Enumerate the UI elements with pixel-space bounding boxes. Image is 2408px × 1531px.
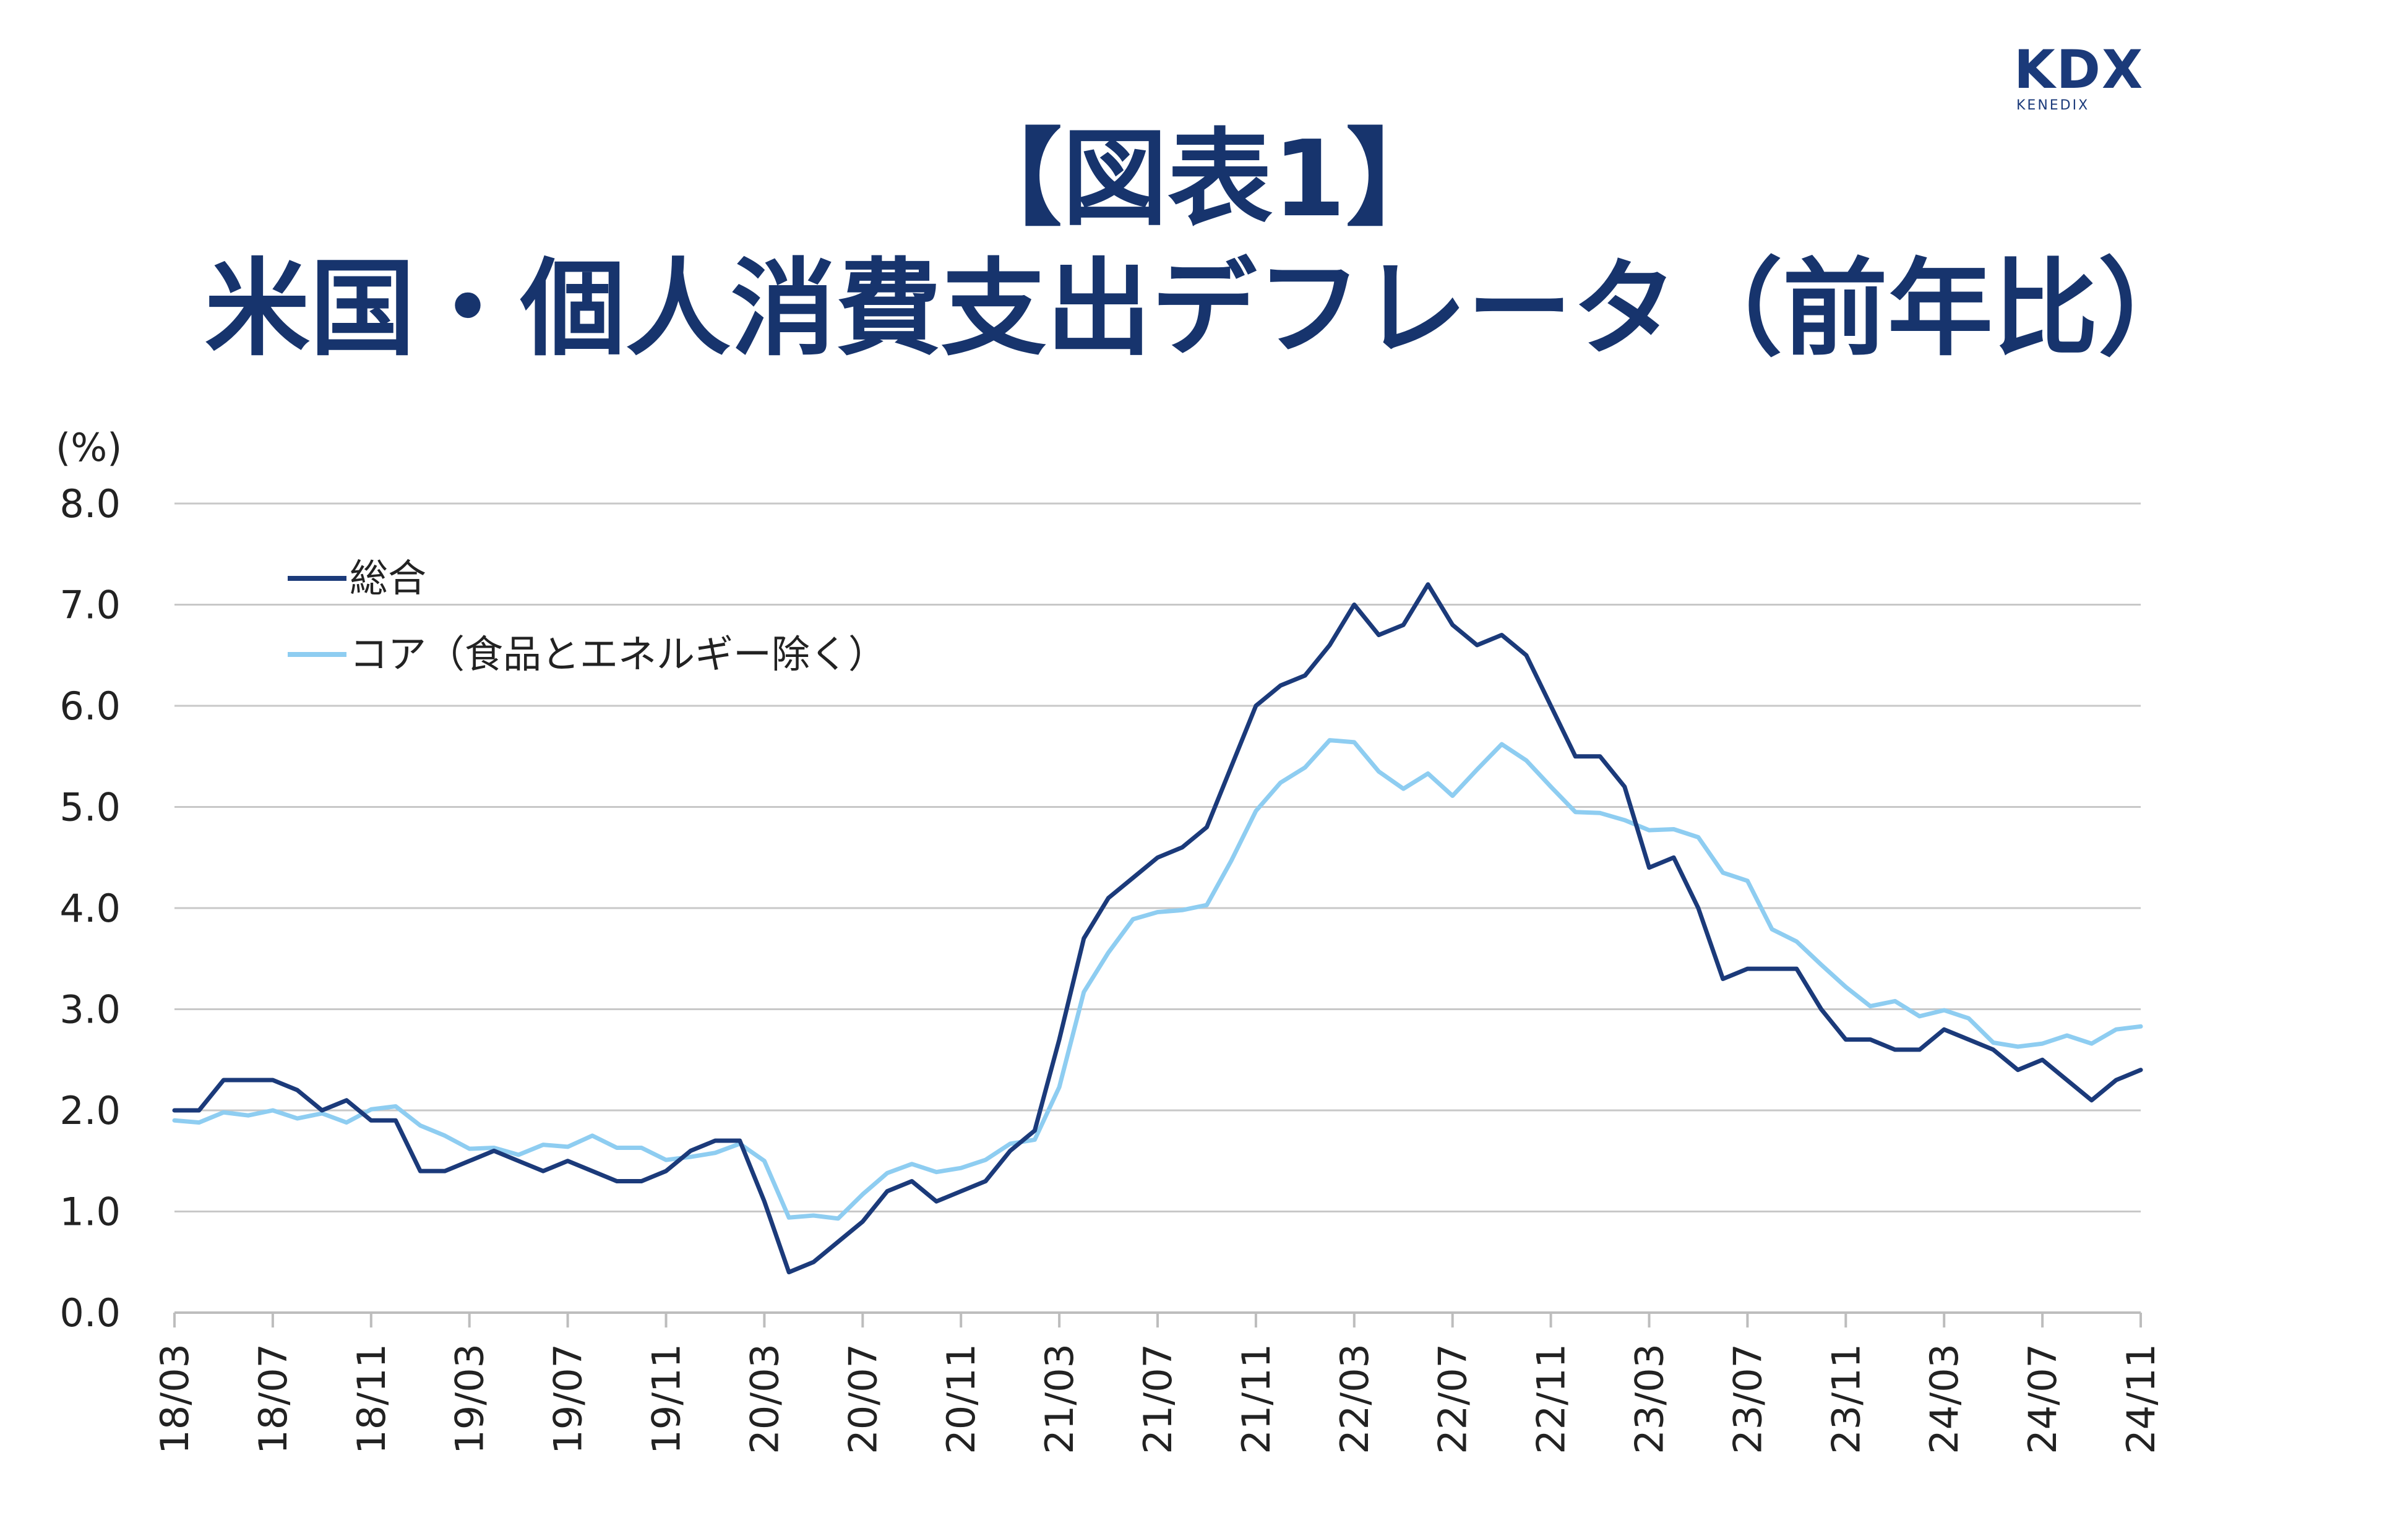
x-tick-label: 19/03 (447, 1344, 492, 1454)
x-tick-label: 20/07 (840, 1344, 885, 1454)
x-tick-label: 23/11 (1823, 1344, 1868, 1454)
logo-mark: KDX (2014, 39, 2144, 101)
x-tick-label: 22/03 (1332, 1344, 1377, 1454)
data-series (172, 582, 2143, 1275)
chart-title: 米国・個人消費支出デフレータ（前年比） (204, 248, 2203, 371)
legend-label: 総合 (350, 555, 426, 601)
x-tick-label: 20/11 (939, 1344, 984, 1454)
y-tick-label: 3.0 (59, 987, 121, 1032)
x-tick-label: 23/07 (1725, 1344, 1770, 1454)
y-tick-label: 5.0 (59, 785, 121, 830)
y-tick-label: 1.0 (59, 1190, 121, 1235)
kenedix-logo: KDX KENEDIX (2014, 39, 2169, 113)
x-tick-label: 22/07 (1430, 1344, 1476, 1454)
legend-label: コア（食品とエネルギー除く） (350, 632, 887, 677)
x-tick-label: 24/11 (2118, 1344, 2164, 1454)
y-tick-label: 8.0 (59, 481, 121, 526)
x-tick-label: 18/11 (349, 1344, 394, 1454)
x-tick-label: 21/11 (1234, 1344, 1279, 1454)
x-axis: 18/03 18/07 18/11 19/03 19/07 19/11 20/03 20/07… (152, 1311, 2164, 1454)
y-tick-label: 2.0 (59, 1088, 121, 1133)
x-tick-label: 21/07 (1135, 1344, 1180, 1454)
logo-subtext: KENEDIX (2016, 98, 2090, 113)
y-tick-label: 0.0 (59, 1290, 121, 1336)
series-line-0 (172, 582, 2143, 1275)
y-tick-label: 6.0 (59, 684, 121, 729)
x-tick-label: 18/07 (251, 1344, 296, 1454)
y-axis-tick-labels: 0.0 1.0 2.0 3.0 4.0 5.0 6.0 7.0 8.0 (59, 481, 121, 1336)
x-tick-label: 19/11 (644, 1344, 689, 1454)
x-tick-label: 18/03 (152, 1344, 197, 1454)
x-tick-label: 24/03 (1922, 1344, 1967, 1454)
x-tick-label: 21/03 (1037, 1344, 1082, 1454)
series-line-1 (172, 738, 2143, 1221)
figure-number-title: 【図表1】 (957, 118, 1451, 241)
y-tick-label: 4.0 (59, 886, 121, 931)
x-tick-label: 19/07 (546, 1344, 591, 1454)
x-tick-label: 24/07 (2020, 1344, 2065, 1454)
gridlines (174, 502, 2141, 1212)
x-tick-label: 20/03 (742, 1344, 787, 1454)
y-tick-label: 7.0 (59, 583, 121, 628)
x-tick-label: 23/03 (1627, 1344, 1672, 1454)
x-tick-label: 22/11 (1529, 1344, 1574, 1454)
y-axis-unit-label: (%) (56, 425, 122, 470)
